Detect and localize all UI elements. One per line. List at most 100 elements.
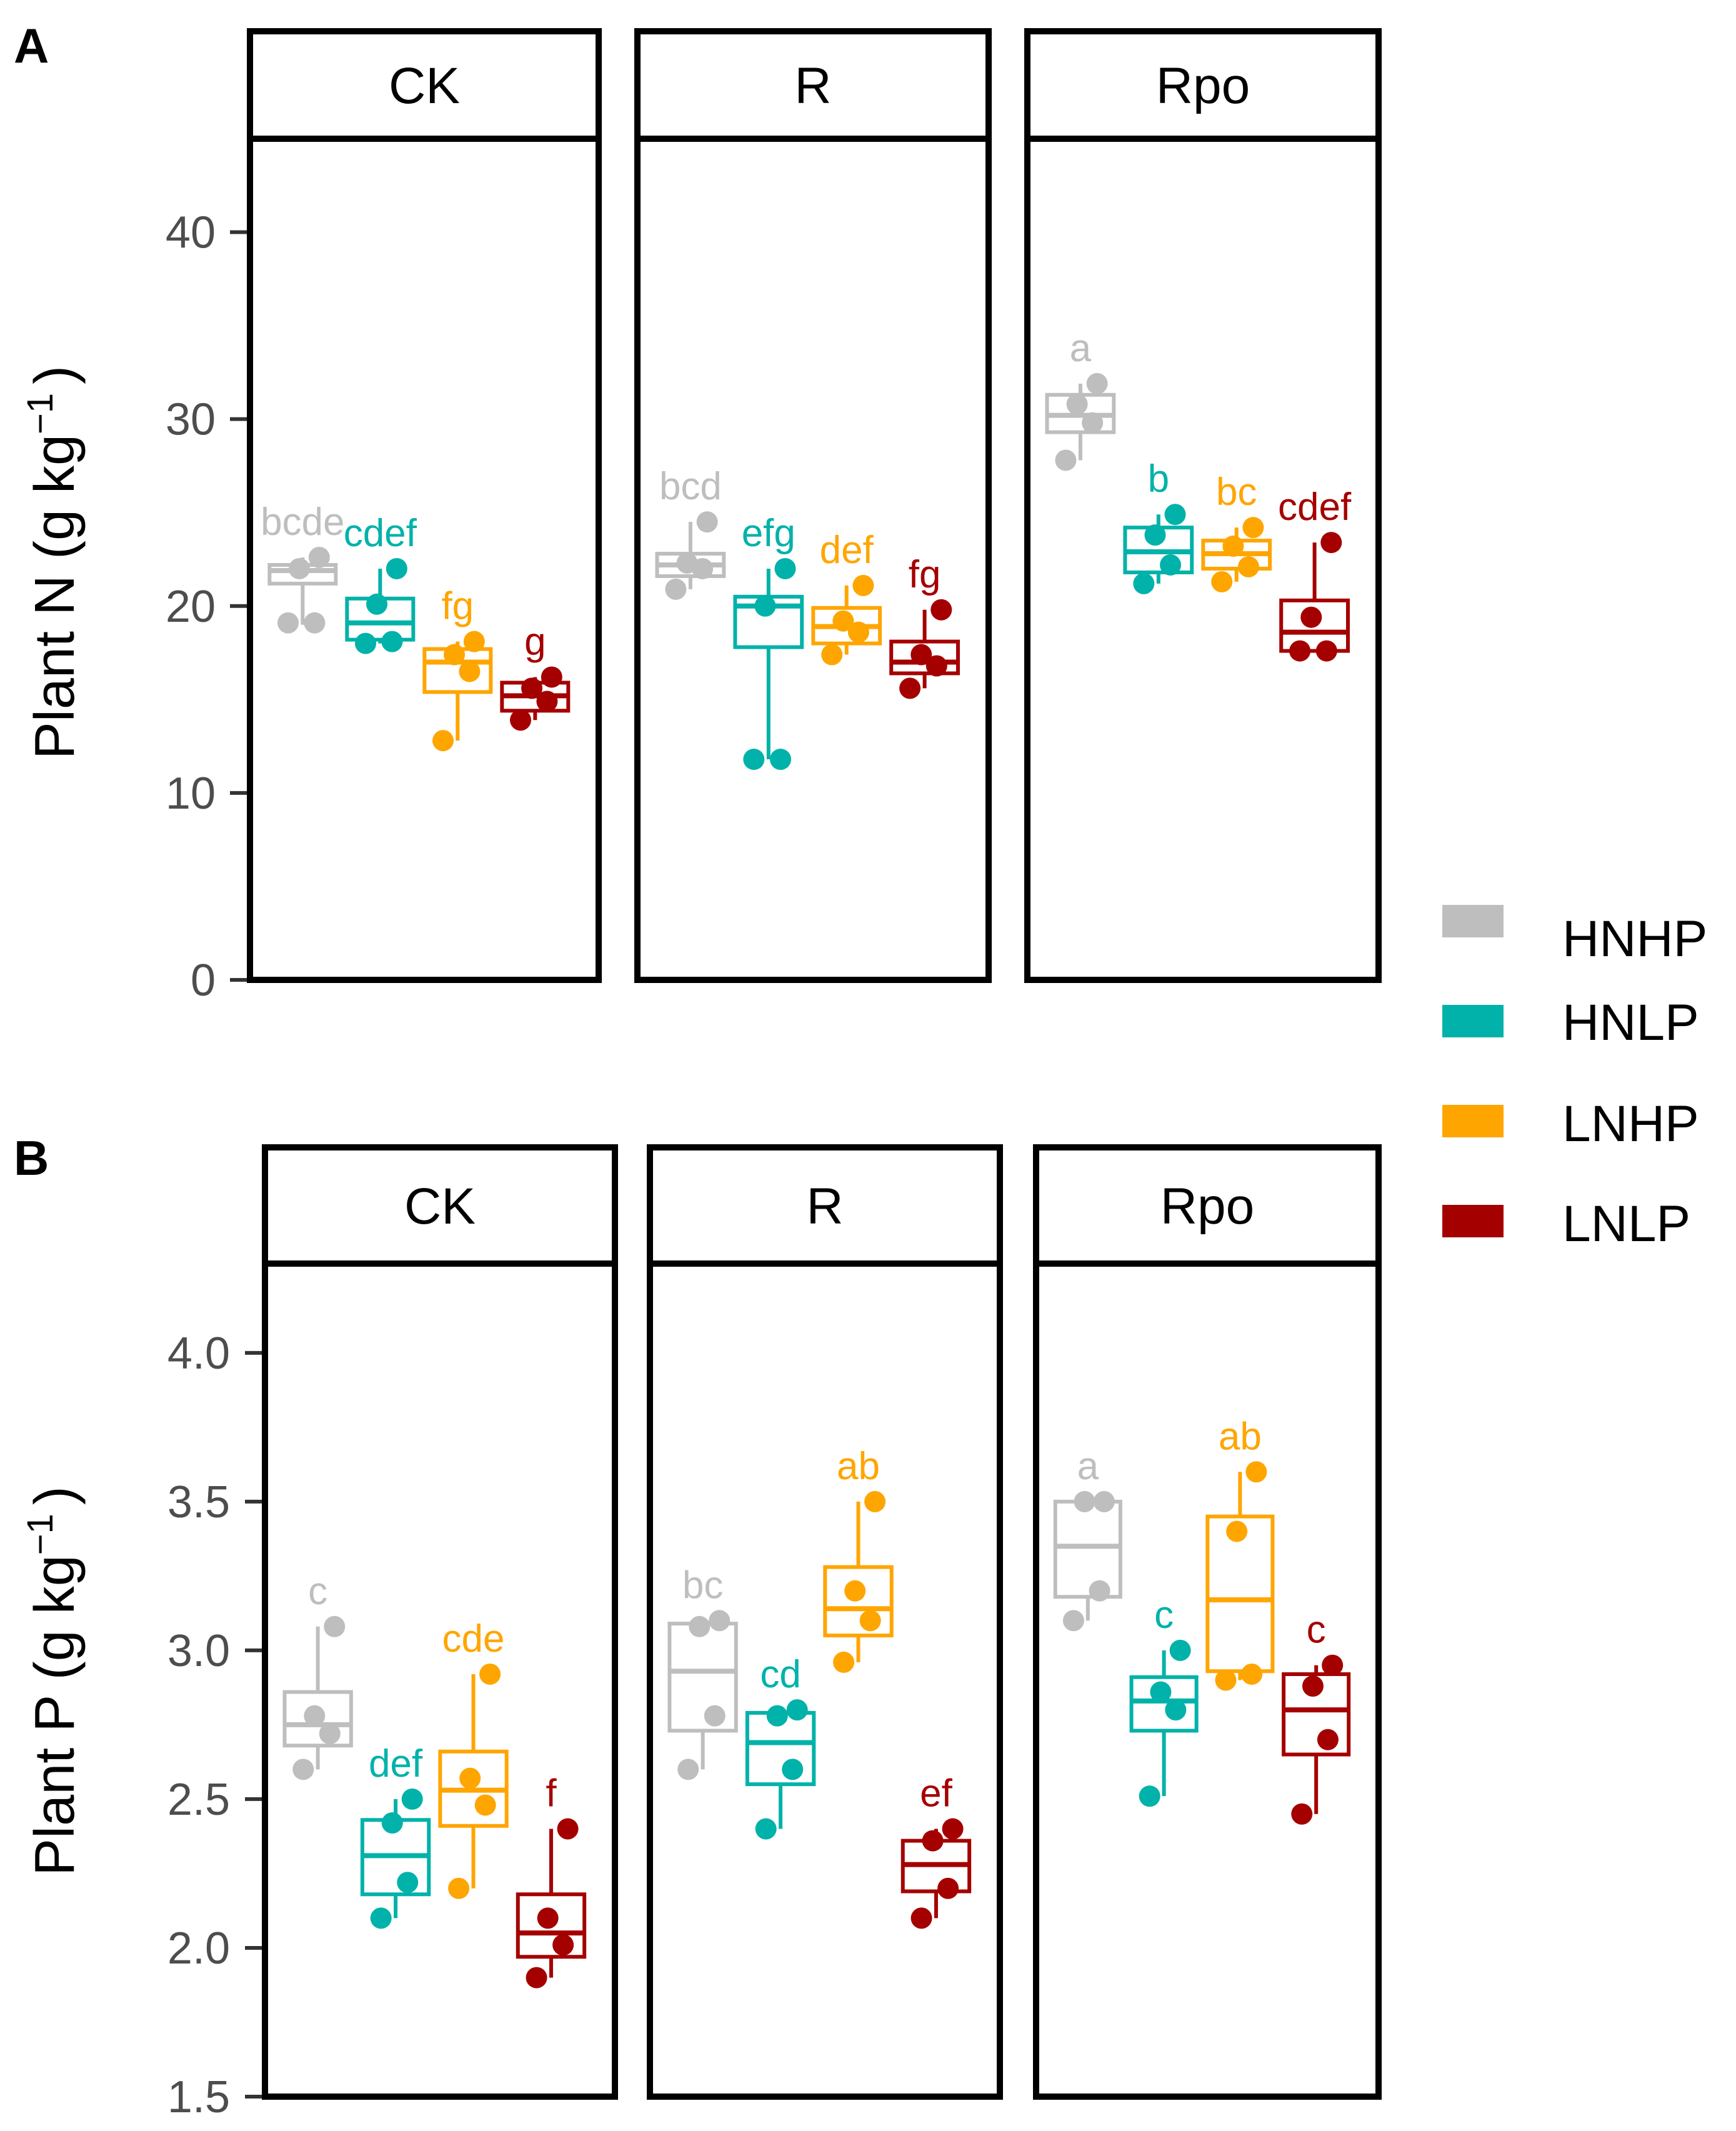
data-point [709,1610,731,1632]
legend-label-lnlp: LNLP [1562,1195,1690,1252]
significance-letter: ef [920,1772,952,1815]
data-point [832,610,854,632]
legend-key-hnhp [1442,905,1504,937]
facet-strip [262,1144,618,1267]
box-hnhp: bc [667,1564,738,1780]
data-point [1322,1654,1344,1676]
data-point [925,655,947,677]
data-point [1315,640,1337,662]
y-tick-label-b-0: 1.5 [167,2072,230,2122]
y-axis-title-b: Plant P (g kg−1) [20,1486,86,1876]
box-lnhp: cde [438,1617,509,1899]
significance-letter: bc [1216,471,1257,514]
data-point [324,1615,346,1637]
data-point [1300,606,1322,628]
data-point [754,595,776,617]
data-point [665,578,687,600]
y-axis-title-b-close: ) [24,1486,86,1505]
y-axis-title-b-main: Plant P (g kg [24,1555,86,1876]
data-point [386,557,407,579]
box-body [667,1622,738,1733]
data-point [1215,1669,1237,1691]
data-point [366,593,388,615]
data-point [1055,449,1077,471]
data-point [1165,1699,1187,1721]
box-lnlp: c [1282,1609,1351,1825]
data-point [899,677,921,699]
data-point [1133,572,1155,594]
data-point [1169,1639,1191,1661]
data-point [930,599,952,621]
data-point [922,1830,944,1852]
facet-b-r: Rbc cd ab ef [647,1144,1003,2100]
box-lnlp: fg [889,553,960,699]
data-point [1150,1681,1172,1703]
significance-letter: bcde [261,501,344,544]
data-point [277,612,299,634]
y-tick-label-a-2: 20 [166,582,216,632]
significance-letter: fg [909,553,941,596]
box-hnlp: cd [745,1653,816,1840]
data-point [743,749,765,771]
y-axis-title-a-close: ) [24,366,86,384]
facet-plot-frame [1033,1260,1382,2100]
legend-label-lnhp: LNHP [1562,1095,1699,1152]
box-lnhp: ab [823,1445,894,1673]
y-tick-label-a-0: 0 [191,956,216,1006]
data-point [381,1812,403,1834]
significance-letter: c [1154,1594,1174,1637]
data-point [479,1663,501,1685]
box-lnhp: bc [1201,471,1272,592]
data-point [1291,1803,1313,1825]
data-point [319,1723,341,1745]
panel-b: B Plant P (g kg−1) 1.5 2.0 2.5 3.0 3.5 4.0 CK c… [14,1130,1382,2122]
box-hnlp: c [1129,1594,1199,1807]
box-hnlp: b [1123,457,1194,594]
box-lnlp: f [516,1772,587,1989]
data-point [1241,1663,1263,1685]
data-point [1074,1490,1095,1512]
data-point [1289,640,1311,662]
data-point [354,632,376,654]
significance-letter: cdef [1278,486,1352,529]
box-hnhp: a [1045,327,1116,471]
significance-letter: cd [760,1653,801,1696]
data-point [292,1759,314,1780]
y-tick-label-a-4: 40 [166,208,216,258]
data-point [509,709,531,731]
box-hnlp: efg [733,512,804,771]
data-point [537,1907,559,1929]
data-point [557,1818,579,1840]
data-point [677,1759,699,1780]
data-point [1089,1580,1110,1602]
data-point [397,1872,419,1894]
data-point [1093,1490,1115,1512]
box-lnhp: fg [422,585,493,752]
significance-letter: b [1148,457,1169,501]
data-point [755,1818,777,1840]
box-lnlp: ef [900,1772,972,1929]
data-point [289,557,311,579]
box-body [1053,1499,1122,1599]
data-point [1062,1610,1084,1632]
data-point [1222,536,1244,557]
data-point [541,666,562,688]
facet-strip-label: R [794,57,831,114]
y-axis-title-a-sup: −1 [20,393,61,434]
data-point [774,557,796,579]
data-point [1302,1675,1324,1697]
facet-strip-label: CK [404,1178,476,1235]
box-hnlp: cdef [344,512,417,654]
data-point [844,1580,866,1602]
significance-letter: a [1077,1445,1099,1488]
significance-letter: f [546,1772,557,1815]
box-lnlp: cdef [1278,486,1352,662]
data-point [552,1934,574,1956]
box-lnhp: def [811,529,882,666]
data-point [786,1699,808,1721]
significance-letter: ab [837,1445,880,1488]
box-body [1205,1514,1275,1674]
data-point [432,730,454,752]
data-point [859,1610,881,1632]
